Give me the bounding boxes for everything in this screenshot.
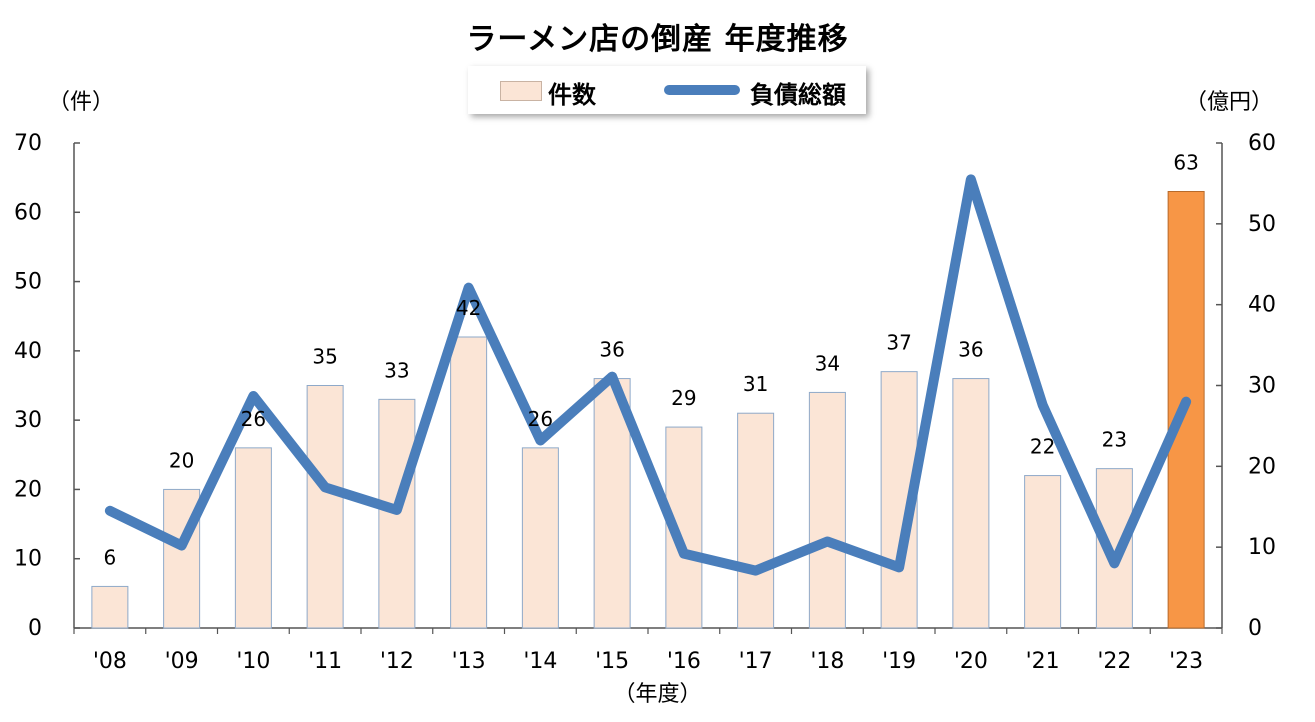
- x-tick-label: '20: [954, 649, 988, 674]
- bar-value-label: 33: [384, 358, 409, 382]
- right-tick-label: 50: [1248, 212, 1276, 237]
- left-tick-label: 50: [14, 270, 42, 295]
- left-tick-label: 60: [14, 200, 42, 225]
- x-tick-label: '09: [165, 649, 199, 674]
- bar-value-label: 6: [104, 545, 117, 569]
- left-tick-label: 70: [14, 131, 42, 156]
- x-tick-label: '22: [1097, 649, 1131, 674]
- bar-value-label: 34: [815, 351, 840, 375]
- chart-legend: 件数 負債総額: [468, 66, 866, 114]
- legend-line-swatch: [664, 85, 740, 95]
- right-tick-label: 10: [1248, 535, 1276, 560]
- right-tick-label: 30: [1248, 374, 1276, 399]
- bar: [234, 447, 272, 629]
- x-tick-label: '14: [523, 649, 557, 674]
- x-tick-label: '17: [739, 649, 773, 674]
- bar: [952, 378, 990, 629]
- bar-value-label: 63: [1173, 151, 1198, 175]
- bar: [521, 447, 559, 629]
- x-tick-label: '15: [595, 649, 629, 674]
- x-tick-label: '23: [1169, 649, 1203, 674]
- right-tick-label: 60: [1248, 131, 1276, 156]
- x-tick-label: '18: [810, 649, 844, 674]
- x-tick-label: '10: [236, 649, 270, 674]
- legend-bar-swatch: [500, 81, 542, 101]
- x-tick-label: '16: [667, 649, 701, 674]
- bar-value-label: 36: [958, 338, 983, 362]
- bar-value-label: 35: [312, 345, 337, 369]
- bar: [808, 391, 846, 629]
- left-tick-label: 20: [14, 477, 42, 502]
- left-tick-label: 0: [28, 616, 42, 641]
- right-tick-label: 40: [1248, 293, 1276, 318]
- bar-value-label: 26: [241, 407, 266, 431]
- x-axis-unit: （年度）: [613, 682, 702, 707]
- bar: [306, 385, 344, 629]
- left-tick-label: 40: [14, 339, 42, 364]
- chart-title: ラーメン店の倒産 年度推移: [466, 22, 849, 57]
- bar-value-label: 23: [1102, 428, 1127, 452]
- right-axis-unit: （億円）: [1185, 90, 1274, 115]
- bar-value-label: 29: [671, 386, 696, 410]
- x-tick-label: '13: [452, 649, 486, 674]
- line-series-debt: [104, 174, 1192, 576]
- bar-value-label: 26: [528, 407, 553, 431]
- right-tick-label: 0: [1248, 616, 1262, 641]
- bar-value-label: 37: [886, 331, 911, 355]
- bar: [593, 378, 631, 629]
- bar-value-label: 31: [743, 372, 768, 396]
- x-tick-label: '19: [882, 649, 916, 674]
- bar-value-label: 42: [456, 296, 481, 320]
- bar: [91, 585, 129, 629]
- right-tick-label: 20: [1248, 454, 1276, 479]
- bar-value-label: 20: [169, 448, 194, 472]
- bar: [450, 336, 488, 629]
- x-tick-label: '08: [93, 649, 127, 674]
- bar: [1024, 475, 1062, 629]
- bar-value-label: 36: [599, 338, 624, 362]
- x-tick-label: '12: [380, 649, 414, 674]
- left-axis-unit: （件）: [48, 90, 115, 115]
- left-tick-label: 10: [14, 547, 42, 572]
- legend-bar-label: 件数: [548, 81, 596, 109]
- bar: [737, 412, 775, 629]
- bar: [1095, 468, 1133, 629]
- x-tick-label: '21: [1026, 649, 1060, 674]
- x-tick-label: '11: [308, 649, 342, 674]
- bar-value-label: 22: [1030, 435, 1055, 459]
- legend-line-label: 負債総額: [750, 81, 846, 109]
- left-tick-label: 30: [14, 408, 42, 433]
